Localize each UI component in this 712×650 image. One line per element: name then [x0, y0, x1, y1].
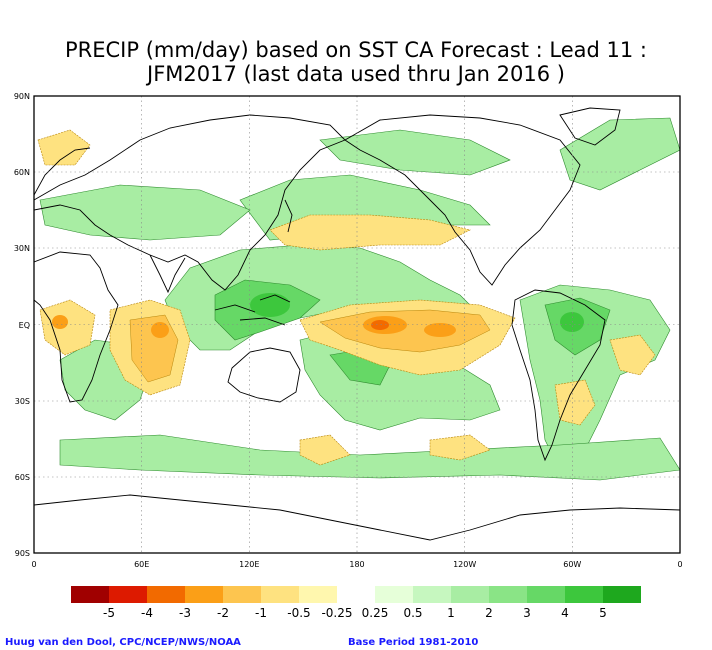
coast-antarctica	[34, 494, 680, 541]
dry-region-australia-south	[299, 434, 351, 466]
credit-author: Huug van den Dool, CPC/NCEP/NWS/NOAA	[5, 637, 241, 648]
colorbar-label-11: 3	[523, 606, 531, 620]
colorbar-swatch-14	[603, 586, 641, 603]
map-title-line-2: JFM2017 (last data used thru Jan 2016 )	[147, 62, 565, 86]
map-frame	[33, 95, 681, 554]
lat-label-30n: 30N	[14, 244, 30, 253]
colorbar-labels: -5 -4 -3 -2 -1 -0.5 -0.25 0.25 0.5 1 2 3 4 5	[103, 606, 607, 620]
lat-label-90s: 90S	[15, 549, 30, 558]
wet-region-southern-ocean	[59, 434, 680, 481]
colorbar-swatch-12	[527, 586, 565, 603]
colorbar-label-12: 4	[561, 606, 569, 620]
colorbar-label-8: 0.5	[403, 606, 422, 620]
dry-core-central-pacific	[319, 309, 491, 353]
colorbar-label-6: -0.25	[321, 606, 352, 620]
coast-north-america	[344, 114, 581, 286]
coast-south-america	[511, 289, 606, 462]
coast-japan	[284, 199, 293, 233]
colorbar-swatch-5	[261, 586, 299, 603]
lat-label-eq: EQ	[19, 321, 30, 330]
dry-peak-africa	[52, 315, 68, 329]
dry-region-east-pacific-south	[429, 434, 491, 461]
longitude-labels: 0 60E 120E 180 120W 60W 0	[31, 560, 682, 569]
dry-region-north-pacific	[269, 214, 471, 251]
colorbar-swatch-11	[489, 586, 527, 603]
dry-peak-pacific-2	[424, 323, 456, 337]
dry-peak-indian	[151, 322, 169, 338]
coast-greenland	[559, 107, 621, 146]
lon-label-120w: 120W	[453, 560, 476, 569]
colorbar-swatch-8	[375, 586, 413, 603]
coast-europe	[34, 147, 91, 196]
coast-australia	[227, 347, 301, 403]
lon-label-60w: 60W	[563, 560, 581, 569]
colorbar-swatch-6	[299, 586, 337, 603]
dry-max-pacific	[371, 320, 389, 330]
lon-label-120e: 120E	[239, 560, 259, 569]
wet-region-north-atlantic	[559, 117, 680, 191]
map-title-line-1: PRECIP (mm/day) based on SST CA Forecast…	[64, 38, 648, 62]
colorbar-label-4: -1	[255, 606, 267, 620]
colorbar-label-5: -0.5	[287, 606, 310, 620]
colorbar-swatch-9	[413, 586, 451, 603]
colorbar-swatch-4	[223, 586, 261, 603]
colorbar-swatch-10	[451, 586, 489, 603]
dry-region-argentina	[554, 379, 596, 426]
coast-eurasia	[34, 114, 346, 291]
lon-label-0-west: 0	[31, 560, 36, 569]
colorbar-swatch-3	[185, 586, 223, 603]
colorbar-label-10: 2	[485, 606, 493, 620]
colorbar	[71, 586, 641, 603]
colorbar-swatch-13	[565, 586, 603, 603]
colorbar-swatch-7	[337, 586, 375, 603]
coast-indonesia	[214, 294, 291, 326]
wet-region-asia	[39, 184, 251, 241]
colorbar-swatch-0	[71, 586, 109, 603]
dry-region-europe	[37, 129, 91, 166]
colorbar-label-1: -4	[141, 606, 153, 620]
dry-region-africa	[39, 299, 96, 356]
lat-label-30s: 30S	[15, 397, 30, 406]
coast-africa	[34, 251, 119, 403]
colorbar-swatch-2	[147, 586, 185, 603]
colorbar-swatch-1	[109, 586, 147, 603]
coast-india	[149, 254, 186, 294]
dry-region-atlantic	[609, 334, 656, 376]
lon-label-60e: 60E	[134, 560, 149, 569]
lat-label-90n: 90N	[14, 92, 30, 101]
colorbar-label-7: 0.25	[362, 606, 389, 620]
colorbar-label-0: -5	[103, 606, 115, 620]
lat-label-60s: 60S	[15, 473, 30, 482]
latitude-labels: 90N 60N 30N EQ 30S 60S 90S	[14, 92, 30, 558]
credit-base-period: Base Period 1981-2010	[348, 637, 479, 648]
colorbar-label-2: -3	[179, 606, 191, 620]
colorbar-label-13: 5	[599, 606, 607, 620]
wet-peak-indonesia	[250, 293, 290, 317]
lon-label-180: 180	[349, 560, 364, 569]
wet-region-canada	[319, 129, 511, 176]
colorbar-label-3: -2	[217, 606, 229, 620]
coastlines	[34, 107, 680, 541]
precip-anomaly-field	[37, 117, 680, 481]
colorbar-label-9: 1	[447, 606, 455, 620]
lat-label-60n: 60N	[14, 168, 30, 177]
lon-label-0-east: 0	[677, 560, 682, 569]
